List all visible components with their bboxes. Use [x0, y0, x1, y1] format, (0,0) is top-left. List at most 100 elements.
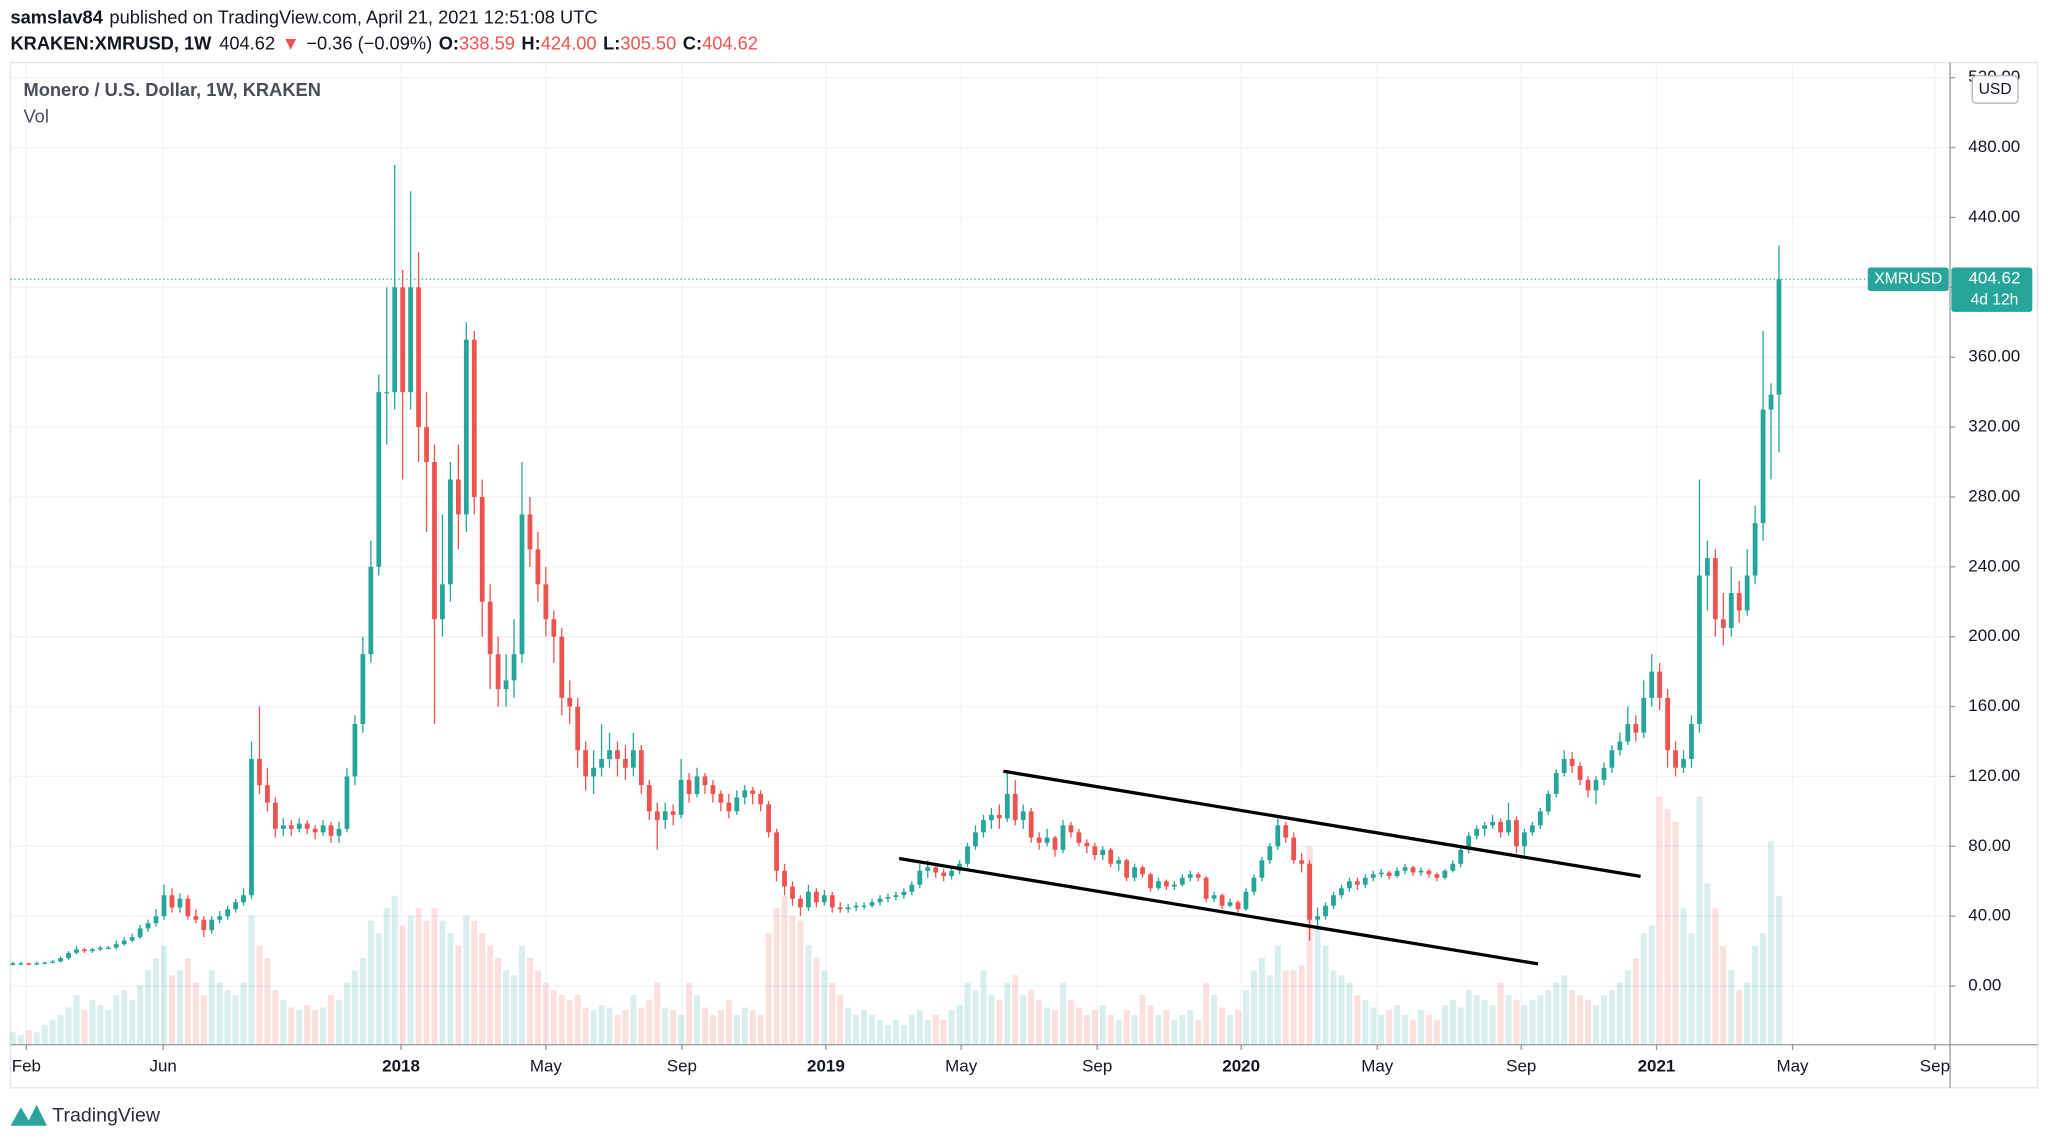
volume-bar	[1211, 995, 1218, 1045]
candle-body	[1362, 877, 1368, 885]
candle-body	[455, 479, 461, 515]
candle-body	[336, 828, 342, 836]
candle-body	[432, 462, 437, 620]
volume-bar	[853, 1014, 860, 1045]
candle-body	[790, 886, 795, 899]
candle-body	[1370, 874, 1376, 878]
candle-body	[742, 790, 748, 798]
volume-bar	[41, 1024, 48, 1045]
volume-bar	[272, 990, 279, 1045]
volume-bar	[670, 1010, 677, 1045]
candle-body	[1291, 837, 1297, 861]
candle-body	[1609, 750, 1615, 768]
arrow: ▼	[282, 32, 300, 53]
candle-body	[1673, 750, 1678, 768]
volume-bar	[948, 1010, 955, 1045]
volume-bar	[805, 945, 812, 1045]
candle-body	[1187, 874, 1193, 878]
candle-body	[1044, 837, 1050, 843]
candle-body	[328, 825, 334, 836]
volume-bar	[709, 1014, 716, 1045]
volume-bar	[1354, 995, 1361, 1045]
candle-body	[1553, 772, 1559, 794]
volume-bar	[1044, 1007, 1051, 1045]
candle-body	[1649, 671, 1655, 698]
candle-body	[217, 916, 223, 920]
volume-bar	[1107, 1014, 1114, 1045]
candle-body	[320, 825, 326, 833]
x-tick-label: May	[530, 1056, 563, 1075]
volume-bar	[359, 957, 366, 1045]
candle-body	[869, 902, 875, 906]
candle-body	[933, 867, 939, 873]
candle-body	[1402, 867, 1408, 871]
candle-body	[66, 952, 71, 959]
x-tick-label: Sep	[1506, 1056, 1536, 1075]
volume-bar	[829, 982, 836, 1045]
volume-bar	[1290, 970, 1297, 1045]
volume-bar	[1600, 995, 1608, 1045]
candle-body	[209, 919, 215, 931]
candle-body	[591, 767, 596, 777]
price-pane	[10, 165, 1951, 966]
volume-bar	[280, 1000, 287, 1045]
volume-bar	[1553, 982, 1560, 1045]
volume-bar	[1648, 925, 1655, 1045]
volume-bar	[996, 1000, 1003, 1045]
volume-bar	[152, 957, 160, 1045]
volume-bar	[1521, 1005, 1528, 1045]
currency-button[interactable]	[1971, 75, 2019, 104]
candle-body	[758, 793, 764, 805]
candle-body	[654, 811, 660, 821]
candle-body	[169, 895, 175, 908]
candle-body	[479, 496, 485, 602]
volume-bar	[121, 990, 128, 1045]
volume-bar	[487, 945, 494, 1045]
volume-bar	[375, 933, 382, 1045]
candle-body	[90, 949, 95, 952]
symbol: KRAKEN:XMRUSD, 1W	[10, 32, 212, 53]
volume-bar	[1640, 933, 1647, 1045]
volume-bar	[1004, 982, 1011, 1045]
candle-body	[153, 916, 159, 924]
volume-bar	[1386, 1010, 1393, 1045]
volume-bar	[1402, 1014, 1409, 1045]
candle-body	[416, 287, 421, 428]
volume-bar	[1338, 975, 1345, 1045]
volume-bar	[1720, 945, 1727, 1045]
candle-body	[1052, 837, 1058, 850]
ohlc-value: 404.62	[702, 32, 758, 53]
candle-body	[424, 427, 429, 463]
candle-body	[280, 825, 286, 829]
volume-bar	[216, 982, 223, 1045]
axes: 0.00 40.00 80.00 120.00 160.00 200.00 240.00 28…	[12, 67, 2021, 1075]
published: published on TradingView.com, April 21, …	[109, 6, 597, 27]
candle-body	[1299, 860, 1305, 864]
volume-bar	[137, 985, 144, 1045]
candle-body	[193, 916, 199, 920]
volume-bar	[582, 1007, 589, 1045]
currency[interactable]: USD	[1979, 81, 2012, 98]
volume-bar	[1608, 990, 1615, 1045]
candle-body	[559, 636, 565, 698]
candle-body	[1164, 881, 1169, 887]
volume-bar	[479, 933, 486, 1045]
candle-body	[177, 898, 183, 908]
y-tick-label: 80.00	[1968, 836, 2010, 855]
volume-bar	[980, 970, 987, 1045]
candle-body	[1171, 884, 1177, 887]
candle-body	[806, 891, 811, 908]
volume-bar	[1020, 995, 1027, 1045]
candle-body	[1394, 870, 1400, 877]
volume-bar	[1075, 1007, 1082, 1045]
volume-bar	[1457, 1007, 1464, 1045]
volume-bar	[1497, 982, 1504, 1045]
volume-bar	[1131, 1014, 1138, 1045]
volume-bar	[503, 970, 510, 1045]
volume-bar	[765, 933, 772, 1045]
candle-body	[861, 905, 867, 908]
volume-bar	[192, 982, 199, 1045]
candle-body	[288, 825, 294, 829]
volume-bar	[1569, 990, 1576, 1045]
candle-body	[599, 758, 604, 768]
